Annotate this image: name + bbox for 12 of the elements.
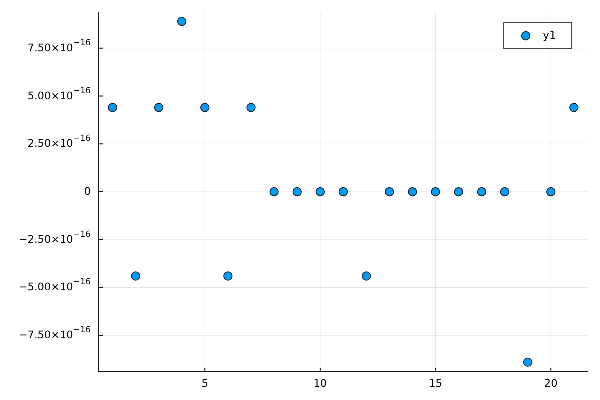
y-tick-label: −7.50×10$^{−16}$ (18, 324, 91, 342)
y-tick-label: 7.50×10$^{−16}$ (28, 38, 91, 54)
y-tick-label: 5.00×10$^{−16}$ (28, 86, 91, 102)
y-tick-label: 0 (84, 186, 91, 198)
y-tick-label: 2.50×10$^{−16}$ (28, 133, 91, 150)
y-tick-label: −2.50×10$^{−16}$ (18, 229, 91, 246)
x-tick-label: 10 (314, 378, 328, 390)
legend-label: y1 (543, 29, 557, 42)
x-tick-label: 20 (544, 378, 558, 390)
x-tick-label: 15 (429, 378, 442, 390)
y-tick-label: −5.00×10$^{−16}$ (18, 277, 91, 294)
x-tick-label: 5 (202, 378, 208, 390)
